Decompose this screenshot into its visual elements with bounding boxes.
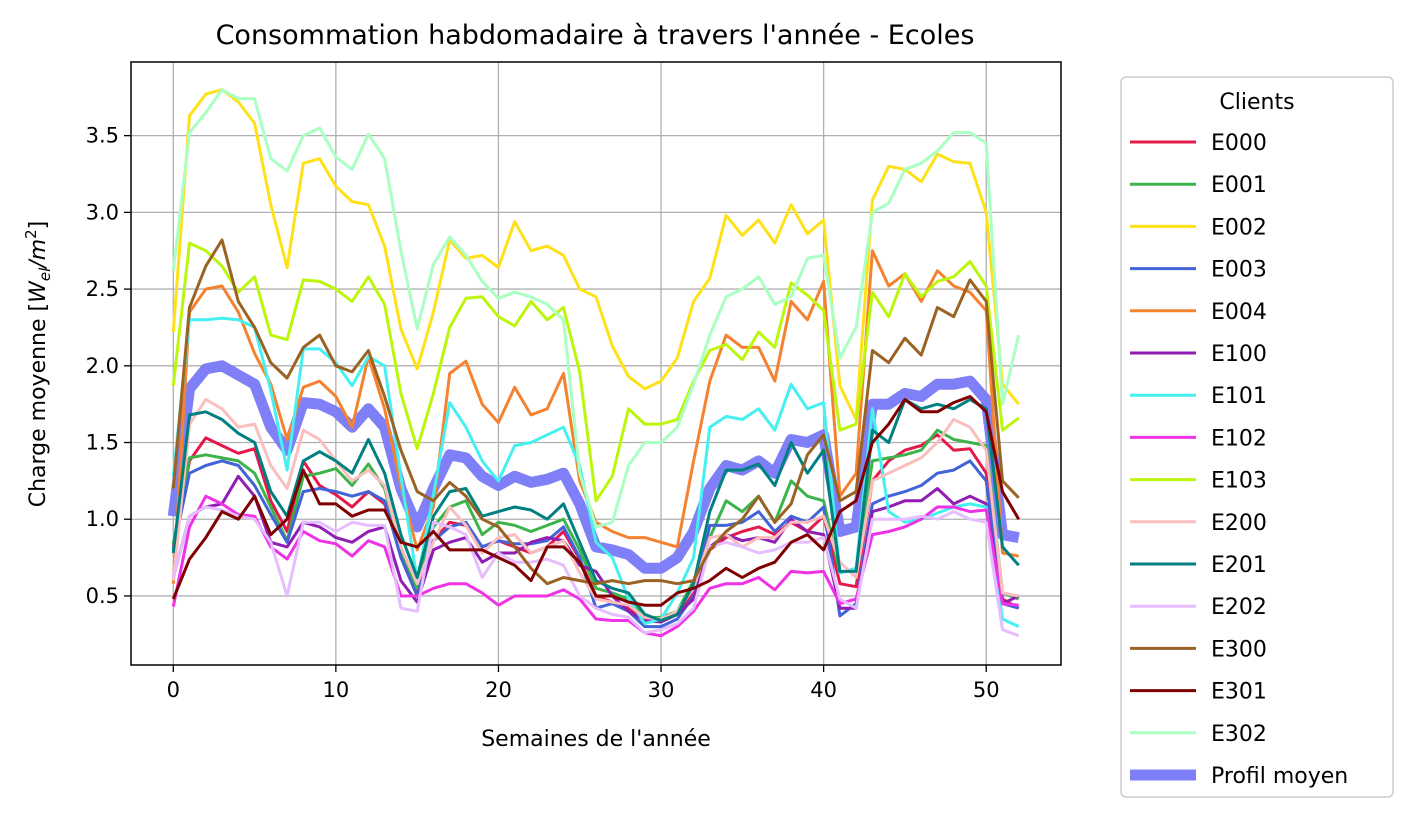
series-line-profil-moyen — [167, 360, 1020, 574]
legend-label-e100: E100 — [1211, 342, 1267, 367]
x-axis-ticks: 0 10 20 30 40 50 — [167, 665, 1000, 702]
legend-items: E000 E001 E002 E003 E004 E100 E101 E102 E103 E200… — [1130, 131, 1348, 789]
x-tick-label: 0 — [167, 678, 180, 702]
y-axis-label: Charge moyenne [Wel/m2] — [22, 221, 54, 508]
legend-label-e102: E102 — [1211, 426, 1267, 451]
legend-label-e300: E300 — [1211, 637, 1267, 662]
legend-label-e103: E103 — [1211, 469, 1267, 494]
y-axis-label-el: el — [36, 267, 54, 281]
series-line-e302 — [171, 88, 1021, 529]
series-line-e002 — [171, 88, 1020, 421]
legend-label-e002: E002 — [1211, 215, 1267, 240]
legend-label-e302: E302 — [1211, 722, 1267, 747]
x-tick-label: 10 — [322, 678, 349, 702]
series-line-e301 — [171, 395, 1020, 607]
series-lines — [167, 88, 1021, 638]
series-line-e202 — [171, 505, 1020, 638]
y-axis-ticks: 0.5 1.0 1.5 2.0 2.5 3.0 3.5 — [86, 124, 131, 608]
series-line-e102 — [171, 494, 1019, 638]
legend-box — [1120, 76, 1394, 798]
y-axis-label-end: ] — [26, 221, 51, 230]
x-tick-label: 30 — [648, 678, 675, 702]
series-line-e103 — [171, 241, 1020, 503]
legend-label-e200: E200 — [1211, 511, 1267, 536]
legend: Clients E000 E001 E002 E003 E004 E100 E101 E102… — [1120, 76, 1394, 798]
legend-label-e003: E003 — [1211, 258, 1267, 283]
legend-label-e201: E201 — [1211, 553, 1267, 578]
y-tick-label: 2.0 — [86, 354, 119, 378]
series-line-e200 — [171, 398, 1019, 621]
legend-label-e001: E001 — [1211, 173, 1267, 198]
x-tick-label: 50 — [973, 678, 1000, 702]
legend-label-e004: E004 — [1211, 300, 1267, 325]
plot-frame — [130, 61, 1062, 666]
y-tick-label: 1.0 — [86, 507, 119, 531]
series-line-e300 — [171, 238, 1020, 586]
x-tick-label: 20 — [485, 678, 512, 702]
legend-label-e000: E000 — [1211, 131, 1267, 156]
y-axis-label-w: W — [26, 280, 51, 303]
x-axis-label: Semaines de l'année — [481, 727, 711, 752]
y-axis-label-m: /m — [26, 239, 51, 270]
series-line-e001 — [171, 428, 1020, 619]
y-tick-label: 3.5 — [86, 124, 119, 148]
series-line-e101 — [171, 316, 1020, 628]
legend-label-e301: E301 — [1211, 680, 1267, 705]
series-line-e100 — [171, 474, 1020, 624]
y-tick-label: 2.5 — [86, 277, 119, 301]
legend-label-e202: E202 — [1211, 595, 1267, 620]
y-tick-label: 3.0 — [86, 200, 119, 224]
chart-title: Consommation habdomadaire à travers l'an… — [216, 20, 975, 51]
y-axis-label-main: Charge moyenne [ — [26, 303, 51, 507]
x-tick-label: 40 — [810, 678, 837, 702]
legend-label-e101: E101 — [1211, 384, 1267, 409]
y-axis-label-sup: 2 — [22, 229, 40, 239]
y-tick-label: 1.5 — [86, 431, 119, 455]
y-tick-label: 0.5 — [86, 584, 119, 608]
legend-title: Clients — [1219, 90, 1294, 115]
legend-label-profil-moyen: Profil moyen — [1211, 764, 1348, 789]
